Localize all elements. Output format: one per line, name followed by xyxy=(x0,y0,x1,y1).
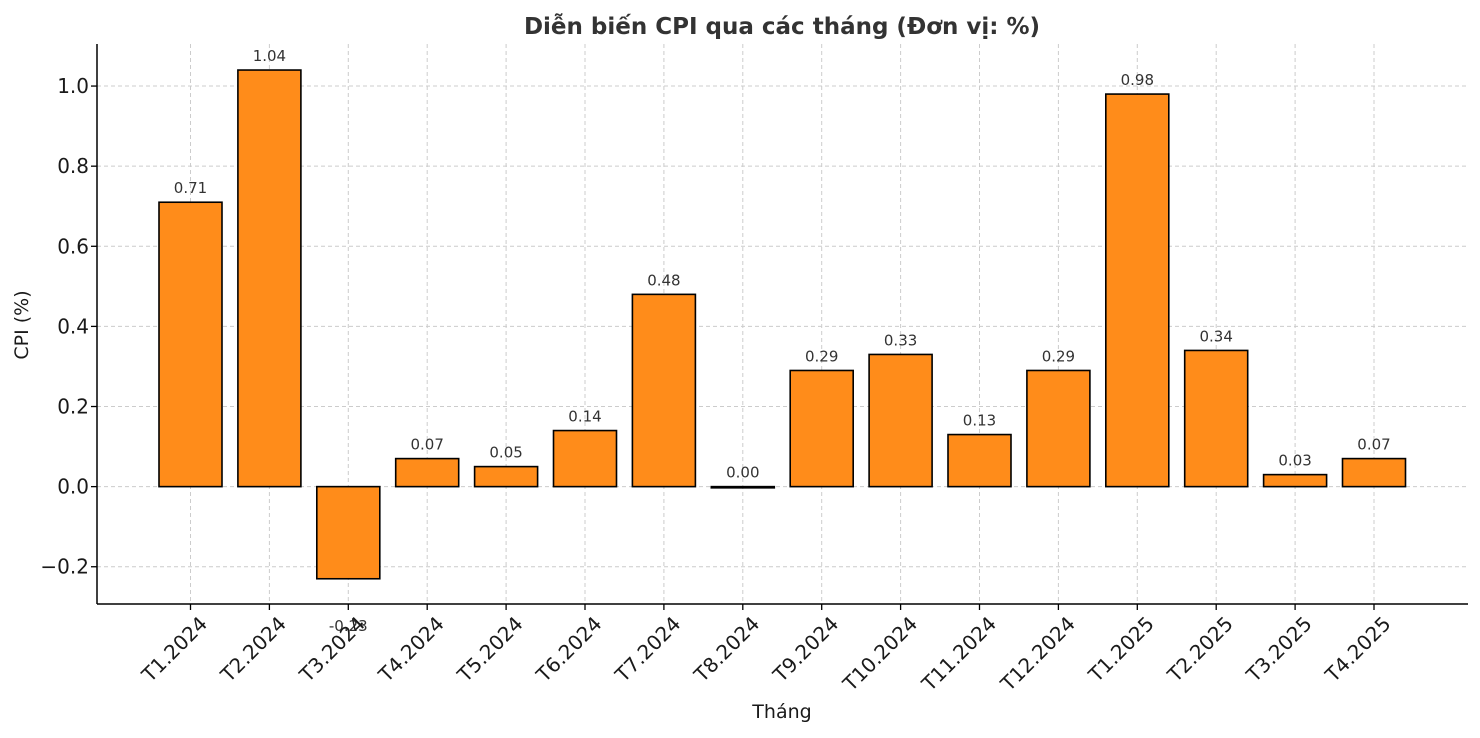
x-tick-label: T3.2025 xyxy=(1241,612,1317,688)
x-tick-label: T11.2024 xyxy=(916,612,1001,697)
bar-t4-2025 xyxy=(1341,457,1407,488)
x-tick-label: T8.2024 xyxy=(689,612,765,688)
bar-t11-2024 xyxy=(947,433,1012,488)
data-label: 0.07 xyxy=(1357,436,1390,454)
bar-t3-2024 xyxy=(315,485,381,580)
bars xyxy=(158,69,1407,580)
data-label: 0.33 xyxy=(884,331,917,349)
x-tick-label: T1.2025 xyxy=(1083,612,1159,688)
data-label: 0.34 xyxy=(1199,327,1232,345)
y-tick-label: 1.0 xyxy=(57,74,89,98)
bar-t2-2024 xyxy=(237,69,302,488)
bar-t2-2025 xyxy=(1183,349,1249,488)
bar-t4-2024 xyxy=(394,457,460,488)
y-tick-label: 0.8 xyxy=(57,154,89,178)
data-label: 0.29 xyxy=(1042,347,1075,365)
data-label: 0.05 xyxy=(489,444,522,462)
y-tick-label: 0.4 xyxy=(57,314,89,338)
data-label: -0.23 xyxy=(329,617,368,635)
bar-t5-2024 xyxy=(473,465,539,488)
x-tick-label: T7.2024 xyxy=(610,612,686,688)
data-label: 0.71 xyxy=(174,179,207,197)
y-axis-label: CPI (%) xyxy=(11,290,33,359)
chart-title: Diễn biến CPI qua các tháng (Đơn vị: %) xyxy=(524,13,1040,40)
data-label: 0.14 xyxy=(568,408,601,426)
bar-t3-2025 xyxy=(1262,473,1328,488)
bar-t1-2024 xyxy=(158,201,223,488)
x-tick-label: T1.2024 xyxy=(136,612,212,688)
x-tick-label: T4.2025 xyxy=(1320,612,1396,688)
data-label: 0.13 xyxy=(963,412,996,430)
data-label: 0.00 xyxy=(726,464,759,482)
data-label: 0.07 xyxy=(410,436,443,454)
x-tick-label: T10.2024 xyxy=(837,612,922,697)
y-tick-label: 0.6 xyxy=(57,234,89,258)
bar-t10-2024 xyxy=(868,353,933,488)
bar-t8-2024 xyxy=(710,485,776,489)
y-tick-label: 0.0 xyxy=(57,475,89,499)
y-tick-label: −0.2 xyxy=(40,555,89,579)
axes xyxy=(91,44,1468,610)
x-tick-label: T12.2024 xyxy=(995,612,1080,697)
bar-t7-2024 xyxy=(631,293,697,488)
x-tick-label: T2.2024 xyxy=(215,612,291,688)
data-label: 1.04 xyxy=(253,47,286,65)
grid-lines xyxy=(97,44,1468,604)
y-tick-label: 0.2 xyxy=(57,395,89,419)
data-label: 0.48 xyxy=(647,271,680,289)
bar-t6-2024 xyxy=(552,429,618,488)
data-label: 0.29 xyxy=(805,347,838,365)
bar-t12-2024 xyxy=(1026,369,1091,488)
data-label: 0.03 xyxy=(1278,452,1311,470)
x-tick-label: T2.2025 xyxy=(1162,612,1238,688)
data-label: 0.98 xyxy=(1121,71,1154,89)
x-axis-label: Tháng xyxy=(751,701,811,723)
x-tick-label: T5.2024 xyxy=(452,612,528,688)
x-tick-label: T9.2024 xyxy=(767,612,843,688)
bar-t9-2024 xyxy=(789,369,855,488)
x-tick-label: T4.2024 xyxy=(373,612,449,688)
x-tick-label: T6.2024 xyxy=(531,612,607,688)
bar-t1-2025 xyxy=(1105,93,1170,488)
